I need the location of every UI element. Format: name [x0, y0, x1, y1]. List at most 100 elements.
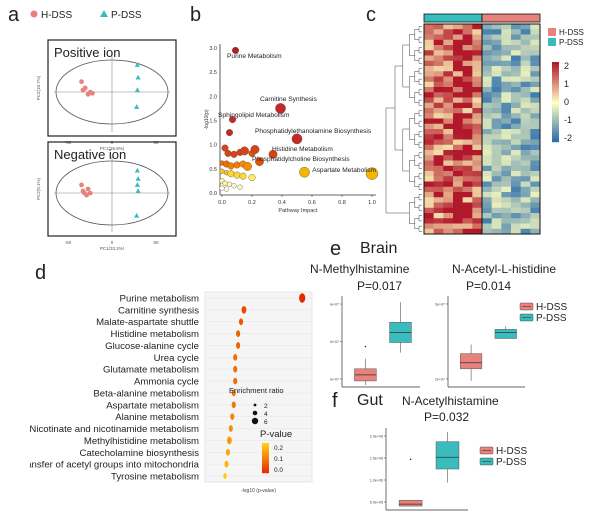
heatmap-dendrogram-branch [418, 141, 422, 148]
heatmap-cell [501, 24, 512, 30]
heatmap-cell [424, 34, 434, 41]
heatmap-cell [530, 108, 541, 114]
heatmap-cell [453, 29, 463, 35]
heatmap-cell [530, 92, 541, 98]
b-pathway-point [223, 186, 230, 192]
panel-label-f: f [332, 390, 338, 412]
heatmap-cell [462, 87, 473, 93]
heatmap-cell [433, 92, 444, 98]
heatmap-cell [491, 165, 502, 172]
b-ylabel: -log10(p) [204, 109, 210, 129]
pca-point-h-dss [87, 190, 93, 196]
heatmap-cell [472, 165, 483, 172]
heatmap-dendrogram-branch [414, 92, 419, 103]
heatmap-cell [501, 160, 512, 167]
b-pathway-point [233, 171, 241, 179]
heatmap-cell [491, 34, 502, 41]
d-pathway-label: Malate-aspartate shuttle [96, 317, 199, 328]
heatmap-cell [472, 76, 483, 83]
legend-label-h-dss: H-DSS [41, 10, 72, 21]
b-pathway-point [291, 133, 303, 145]
heatmap-cell [443, 50, 454, 56]
e-pvalue-1: P=0.017 [357, 279, 403, 293]
heatmap-cell [424, 202, 434, 209]
heatmap-cell [433, 113, 444, 119]
heatmap-cell [443, 223, 454, 230]
heatmap-cell [491, 81, 502, 88]
heatmap-cell [530, 87, 541, 93]
pca-point-h-dss [90, 90, 95, 96]
heatmap-cell [433, 34, 444, 41]
b-pathway-point [250, 145, 260, 154]
heatmap-colorbar-step [552, 114, 559, 117]
heatmap-cell [501, 129, 512, 135]
heatmap-cell [491, 213, 502, 219]
heatmap-cell [511, 228, 521, 235]
heatmap-cell [453, 81, 463, 88]
pca-xtick-1-2: 50 [153, 240, 159, 245]
heatmap-cell [424, 150, 434, 156]
heatmap-cell [511, 223, 521, 230]
b-xtick-label: 0.4 [278, 200, 286, 206]
heatmap-cell [424, 45, 434, 51]
heatmap-colorbar-step [552, 88, 559, 91]
b-pathway-point [219, 168, 225, 174]
heatmap-cell [491, 228, 502, 235]
heatmap-cell [443, 123, 454, 130]
heatmap-cell [443, 92, 454, 98]
heatmap-cell [482, 76, 492, 83]
d-size-legend-label: 6 [264, 419, 268, 426]
heatmap-cell [424, 92, 434, 98]
heatmap-colorbar-step [552, 100, 559, 103]
heatmap-cell [462, 71, 473, 77]
heatmap-cell [462, 76, 473, 83]
heatmap-cell [501, 87, 512, 93]
heatmap-colorbar-step [552, 84, 559, 87]
heatmap-cell [472, 97, 483, 104]
heatmap-colorbar-step [552, 72, 559, 75]
pca-point-p-dss [134, 212, 140, 218]
heatmap-cell [424, 228, 434, 235]
heatmap-cell [530, 213, 541, 219]
heatmap-cell [472, 129, 483, 135]
heatmap-cell [530, 102, 541, 109]
heatmap-cell [443, 176, 454, 182]
heatmap-cell [520, 155, 531, 161]
heatmap-cell [443, 81, 454, 88]
heatmap-dendrogram-branch [414, 155, 419, 166]
heatmap-cell [433, 144, 444, 151]
heatmap-cell [433, 102, 444, 109]
heatmap-cell [482, 45, 492, 51]
heatmap-cell [511, 81, 521, 88]
heatmap-cell [501, 76, 512, 83]
heatmap-cell [511, 45, 521, 51]
heatmap-cell [453, 97, 463, 104]
heatmap-cell [511, 66, 521, 72]
heatmap-cell [443, 60, 454, 67]
heatmap-cell [501, 144, 512, 151]
heatmap-dendrogram-branch [418, 68, 422, 75]
d-color-legend-step [262, 452, 269, 454]
heatmap-cell [443, 228, 454, 235]
legend-marker-h-dss [30, 10, 38, 18]
heatmap-cell [491, 134, 502, 140]
heatmap-cell [491, 39, 502, 46]
heatmap-colorbar-step [552, 90, 559, 93]
heatmap-cell [482, 97, 492, 104]
heatmap-cell [501, 92, 512, 98]
b-pathway-point [243, 162, 252, 171]
heatmap-cell [453, 155, 463, 161]
heatmap-cell [443, 155, 454, 161]
heatmap-cell [520, 207, 531, 214]
heatmap-cell [501, 50, 512, 56]
heatmap-cell [472, 155, 483, 161]
d-color-legend-tick: 0.1 [274, 456, 283, 463]
heatmap-cell [424, 102, 434, 109]
heatmap-cell [520, 202, 531, 209]
d-color-legend-step [262, 465, 269, 467]
heatmap-colorbar-step [552, 134, 559, 137]
b-pathway-point [219, 185, 225, 191]
d-size-legend-label: 4 [264, 411, 268, 418]
d-color-legend-step [262, 454, 269, 456]
d-pathway-label: Glucose-alanine cycle [105, 341, 199, 352]
